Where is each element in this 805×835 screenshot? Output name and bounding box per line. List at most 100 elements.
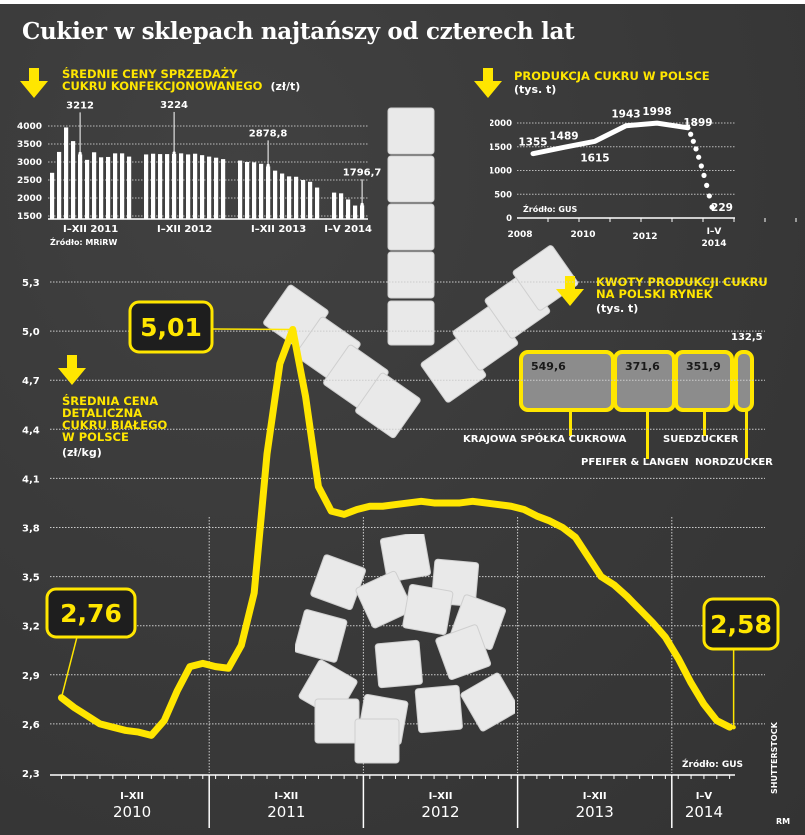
bar xyxy=(346,199,351,219)
bar xyxy=(308,181,313,219)
group-label: I–XII 2012 xyxy=(157,224,212,235)
y-tick-label: 3500 xyxy=(17,140,42,150)
bar xyxy=(113,153,118,219)
production-dotted-point xyxy=(706,193,712,199)
y-tick-label: 1500 xyxy=(490,143,512,153)
bar xyxy=(64,127,69,219)
y-tick-label: 1000 xyxy=(490,167,512,177)
quota-value: 132,5 xyxy=(731,332,763,343)
y-tick-label: 4,4 xyxy=(22,425,40,436)
sugar-cubes-vertical xyxy=(387,107,435,346)
period-label: I–XII xyxy=(120,791,144,802)
quotas-title-line-2: NA POLSKI RYNEK xyxy=(596,287,713,301)
page-title: Cukier w sklepach najtańszy od czterech … xyxy=(22,18,575,45)
annotation-dot xyxy=(172,151,176,155)
retail-price-line xyxy=(57,325,734,739)
year-label: 2012 xyxy=(421,803,459,821)
y-tick-label: 1500 xyxy=(17,212,42,222)
y-tick-label: 2,9 xyxy=(22,671,40,682)
bar xyxy=(360,205,365,219)
bar xyxy=(332,192,337,219)
sugar-cubes-left-diagonal xyxy=(263,284,421,439)
bar xyxy=(259,163,264,219)
bar xyxy=(207,156,212,219)
callout-point xyxy=(731,724,736,730)
annotation-dot xyxy=(78,151,82,155)
quota-box xyxy=(734,350,754,412)
photo-credit: SHUTTERSTOCK xyxy=(770,722,779,794)
quota-value: 351,9 xyxy=(686,360,721,373)
data-label: 1998 xyxy=(642,106,671,118)
y-tick-label: 5,0 xyxy=(22,327,40,338)
retail-title-line-1: ŚREDNIA CENA xyxy=(62,394,159,408)
bar xyxy=(165,154,170,219)
down-arrow-icon xyxy=(20,68,48,98)
group-label: I–XII 2011 xyxy=(63,224,118,235)
bar xyxy=(287,176,292,219)
y-tick-label: 500 xyxy=(494,190,512,200)
retail-title: ŚREDNIA CENA DETALICZNA CUKRU BIAŁEGO W … xyxy=(62,395,167,459)
bar xyxy=(179,153,184,219)
data-label: 1615 xyxy=(580,152,609,164)
callout-point xyxy=(59,695,64,700)
quota-company-label: PFEIFER & LANGEN xyxy=(581,457,689,468)
year-label: 2010 xyxy=(113,803,151,821)
bar xyxy=(200,155,205,219)
wholesale-title-line-2-row: CUKRU KONFEKCJONOWANEGO (zł/t) xyxy=(62,80,300,93)
annotation-dot xyxy=(360,202,364,206)
bar xyxy=(273,170,278,219)
callout-box xyxy=(702,597,780,651)
bar xyxy=(266,166,271,219)
bar xyxy=(315,187,320,219)
y-tick-label: 2000 xyxy=(490,119,512,129)
production-dotted-point xyxy=(709,204,715,210)
bar xyxy=(106,156,111,219)
quota-value: 371,6 xyxy=(625,360,660,373)
bar xyxy=(339,193,344,219)
retail-price-line-chart: 5,35,04,74,44,13,83,53,22,92,62,3I–XII20… xyxy=(22,278,780,828)
quota-leader-line xyxy=(745,410,748,459)
y-tick-label: 3000 xyxy=(17,158,42,168)
x-tick-label: 2014 xyxy=(701,239,726,249)
data-label: 1355 xyxy=(518,137,547,149)
wholesale-title-line-1: ŚREDNIE CENY SPRZEDAŻY xyxy=(62,67,238,81)
period-label: I–XII xyxy=(274,791,298,802)
x-tick-label: 2008 xyxy=(507,230,532,240)
y-tick-label: 2,3 xyxy=(22,769,40,780)
quotas-title: KWOTY PRODUKCJI CUKRU NA POLSKI RYNEK (t… xyxy=(596,276,768,315)
group-label: I–XII 2013 xyxy=(251,224,306,235)
period-label: I–XII xyxy=(583,791,607,802)
callout-value: 2,58 xyxy=(710,610,772,639)
sugar-cubes-right-diagonal xyxy=(420,245,579,403)
y-tick-label: 2000 xyxy=(17,194,42,204)
retail-title-line-2: DETALICZNA xyxy=(62,406,143,420)
bar xyxy=(50,172,55,219)
year-label: 2014 xyxy=(685,803,723,821)
callout-value: 5,01 xyxy=(140,313,202,342)
bar xyxy=(172,153,177,219)
bar xyxy=(158,154,163,219)
bar-annotation: 1796,7 xyxy=(343,167,382,178)
production-source: Źródło: GUS xyxy=(523,203,577,214)
production-line xyxy=(530,120,691,157)
bar xyxy=(78,154,83,219)
y-tick-label: 4,1 xyxy=(22,474,40,485)
data-label: 1943 xyxy=(611,109,640,121)
quotas-title-line-1: KWOTY PRODUKCJI CUKRU xyxy=(596,275,768,289)
year-label: 2013 xyxy=(576,803,614,821)
production-dotted-point xyxy=(698,163,704,169)
quota-leader-line xyxy=(703,410,706,436)
group-label: I–V 2014 xyxy=(324,224,372,235)
x-tick-label: 2012 xyxy=(632,232,657,242)
author-credit: RM xyxy=(776,817,791,826)
bar xyxy=(186,154,191,219)
callout-value: 2,76 xyxy=(60,599,122,628)
y-tick-label: 5,3 xyxy=(22,278,40,289)
bar xyxy=(214,157,219,219)
bar xyxy=(120,153,125,219)
callout-leader xyxy=(60,636,78,698)
y-tick-label: 3,2 xyxy=(22,622,40,633)
production-dotted-point xyxy=(690,138,696,144)
production-dotted-point xyxy=(696,154,702,160)
y-tick-label: 2500 xyxy=(17,176,42,186)
